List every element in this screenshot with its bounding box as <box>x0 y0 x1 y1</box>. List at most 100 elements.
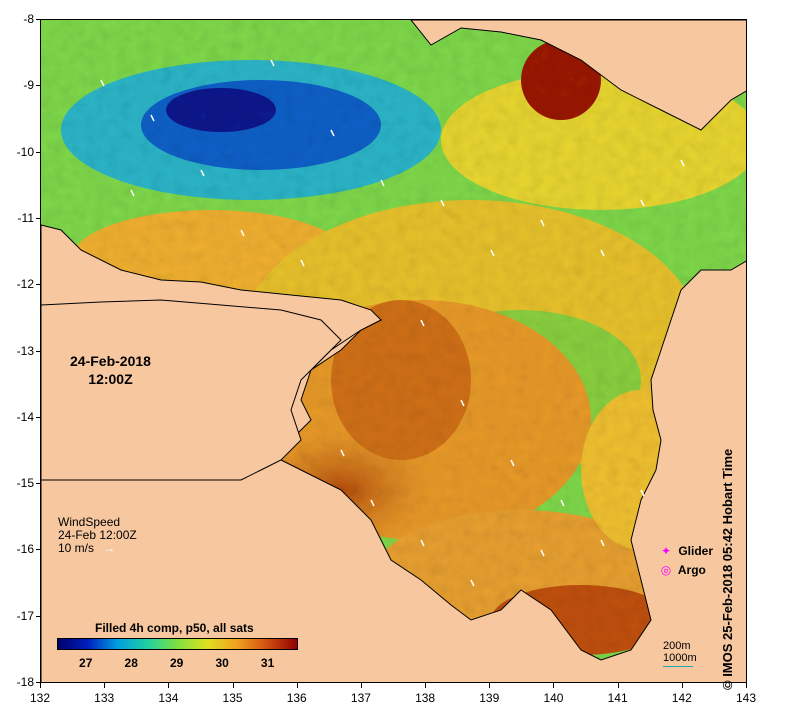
x-tick-mark <box>425 683 427 688</box>
y-tick-mark <box>36 549 40 551</box>
colorbar-tick-label: 30 <box>215 656 229 670</box>
wind-vector <box>340 449 345 457</box>
y-tick-mark <box>36 151 40 153</box>
wind-vector <box>600 249 605 257</box>
y-tick-mark <box>36 19 40 20</box>
y-tick-mark <box>36 483 40 485</box>
wind-vector <box>680 159 685 167</box>
y-tick-label: -10 <box>16 144 34 159</box>
y-tick-mark <box>36 682 40 683</box>
wind-vector <box>200 169 205 177</box>
wind-vector <box>440 199 445 207</box>
x-tick-mark <box>746 683 747 688</box>
wind-vector <box>490 249 495 257</box>
y-tick-label: -16 <box>16 542 34 557</box>
x-tick-mark <box>232 683 234 688</box>
x-tick-label: 135 <box>222 691 243 705</box>
wind-vector <box>380 179 385 187</box>
x-tick-label: 139 <box>479 691 500 705</box>
glider-legend-item: ✦ Glider <box>660 542 713 561</box>
y-tick-label: -17 <box>16 608 34 623</box>
x-tick-mark <box>553 683 555 688</box>
colorbar-tick-label: 27 <box>79 656 93 670</box>
colorbar-title: Filled 4h comp, p50, all sats <box>95 621 254 635</box>
x-tick-label: 143 <box>735 691 757 705</box>
x-tick-mark <box>617 683 619 688</box>
wind-legend-title: WindSpeed <box>58 515 121 529</box>
x-tick-mark <box>168 683 170 688</box>
argo-marker-icon: ◎ <box>660 563 672 577</box>
depth-contour-line <box>663 666 693 667</box>
y-tick-label: -8 <box>23 12 34 26</box>
arnhem-interior <box>41 299 342 481</box>
sst-map-canvas <box>41 20 746 682</box>
wind-vector <box>470 579 475 587</box>
wind-vector <box>510 459 515 467</box>
sst-colorbar <box>57 638 298 650</box>
wind-vector <box>560 499 565 507</box>
wind-vector <box>370 499 375 507</box>
y-tick-label: -12 <box>16 277 34 292</box>
wind-vector <box>460 399 465 407</box>
new-guinea-land <box>410 20 746 131</box>
argo-legend-item: ◎ Argo <box>660 561 713 580</box>
glider-label: Glider <box>678 544 714 558</box>
sst-map <box>40 19 747 683</box>
x-tick-label: 138 <box>415 691 436 705</box>
wind-vector <box>640 489 645 497</box>
wind-arrow-icon: → <box>103 541 116 555</box>
x-tick-label: 133 <box>94 691 115 705</box>
wind-legend-scale: 10 m/s <box>58 541 95 555</box>
x-tick-mark <box>296 683 298 688</box>
x-tick-mark <box>360 683 362 688</box>
y-tick-label: -13 <box>16 343 34 358</box>
y-tick-mark <box>36 416 40 418</box>
wind-vector <box>330 129 335 137</box>
wind-vector <box>240 229 245 237</box>
depth-1000-label: 1000m <box>663 652 697 664</box>
timestamp-date: 24-Feb-2018 <box>70 353 151 369</box>
x-tick-mark <box>104 683 106 688</box>
x-tick-mark <box>40 683 41 688</box>
wind-vector <box>100 79 105 87</box>
x-tick-label: 141 <box>607 691 628 705</box>
x-tick-label: 142 <box>671 691 692 705</box>
glider-marker-icon: ✦ <box>660 544 672 558</box>
wind-vector <box>540 549 545 557</box>
x-tick-label: 137 <box>350 691 371 705</box>
wind-vector <box>300 259 305 267</box>
imos-credit: © IMOS 25-Feb-2018 05:42 Hobart Time <box>720 448 735 690</box>
wind-legend-scale-row: 10 m/s → <box>58 542 137 555</box>
wind-vector <box>600 539 605 547</box>
wind-vector <box>150 114 155 122</box>
depth-200-label: 200m <box>663 640 691 652</box>
x-tick-label: 134 <box>158 691 179 705</box>
wind-vector <box>420 539 425 547</box>
x-tick-label: 136 <box>286 691 307 705</box>
map-timestamp: 24-Feb-2018 12:00Z <box>70 352 151 388</box>
y-tick-label: -9 <box>23 78 34 93</box>
wind-vector <box>540 219 545 227</box>
argo-label: Argo <box>677 563 706 577</box>
y-tick-mark <box>36 284 40 286</box>
y-tick-label: -11 <box>17 210 34 225</box>
y-tick-label: -18 <box>16 675 34 689</box>
y-tick-mark <box>36 217 40 219</box>
y-tick-mark <box>36 350 40 352</box>
y-tick-mark <box>36 615 40 617</box>
y-tick-label: -15 <box>16 476 34 491</box>
markers-legend: ✦ Glider ◎ Argo <box>660 542 713 580</box>
colorbar-tick-label: 29 <box>169 656 184 670</box>
x-tick-label: 140 <box>543 691 564 705</box>
wind-vector <box>270 59 275 67</box>
depth-contour-legend: 200m 1000m <box>663 640 697 667</box>
wind-vector <box>420 319 425 327</box>
x-tick-mark <box>681 683 683 688</box>
y-tick-label: -14 <box>16 409 34 424</box>
colorbar-tick-label: 28 <box>124 656 138 670</box>
colorbar-tick-label: 31 <box>260 656 275 670</box>
wind-vector <box>130 189 135 197</box>
wind-legend-time: 24-Feb 12:00Z <box>58 528 137 542</box>
wind-vector <box>640 199 645 207</box>
y-tick-mark <box>36 85 40 87</box>
